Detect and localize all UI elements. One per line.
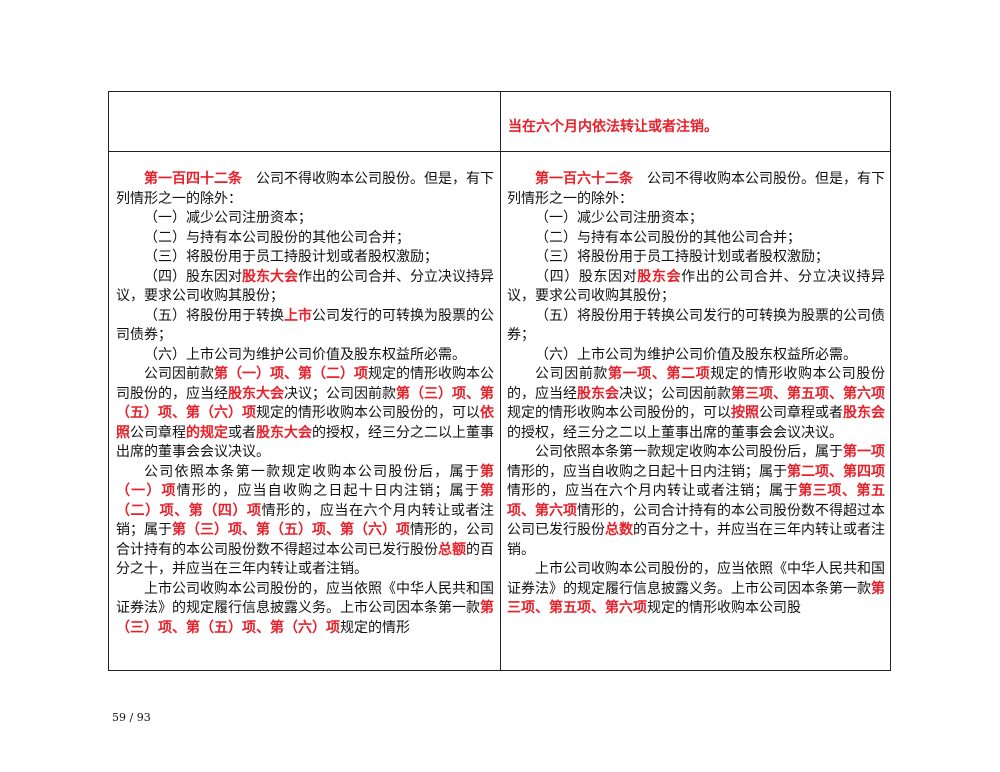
text-segment: （五）将股份用于转换公司发行的可转换为股票的公司债券； xyxy=(507,307,885,344)
paragraph: （三）将股份用于员工持股计划或者股权激励； xyxy=(507,248,885,268)
text-segment: 公司依照本条第一款规定收购本公司股份后，属于 xyxy=(144,463,480,480)
paragraph: （二）与持有本公司股份的其他公司合并； xyxy=(507,229,885,249)
text-segment: 情形的，应当自收购之日起十日内注销；属于 xyxy=(507,463,787,480)
highlighted-text: 第一项、第二项 xyxy=(608,366,711,382)
highlighted-text: 第（二）项、第（四）项 xyxy=(116,483,495,519)
text-segment: 情形的，应当自收购之日起十日内注销；属于 xyxy=(176,483,481,499)
paragraph: （四）股东因对股东大会作出的公司合并、分立决议持异议，要求公司收购其股份； xyxy=(116,268,494,307)
paragraph: （三）将股份用于员工持股计划或者股权激励； xyxy=(116,248,494,268)
highlighted-text: 的规定 xyxy=(186,424,228,441)
highlighted-text: 第一项 xyxy=(843,444,885,460)
text-segment: 的授权，经三分之二以上董事出席的董事会会议决议。 xyxy=(116,424,494,461)
text-segment: 情形的，应当在六个月内转让或者注销；属于 xyxy=(507,483,799,499)
paragraph: 上市公司收购本公司股份的，应当依照《中华人民共和国证券法》的规定履行信息披露义务… xyxy=(507,560,885,619)
highlighted-text: 股东会 xyxy=(843,405,885,421)
paragraph: 上市公司收购本公司股份的，应当依照《中华人民共和国证券法》的规定履行信息披露义务… xyxy=(116,580,494,639)
text-segment: （四）股东因对 xyxy=(535,268,638,285)
highlighted-text: 第三项、第五项、第六项 xyxy=(731,385,885,402)
row-divider xyxy=(109,151,890,152)
paragraph: 第一百四十二条 公司不得收购本公司股份。但是，有下列情形之一的除外： xyxy=(116,170,494,209)
text-segment: 公司不得收购本公司股份。但是，有下列情形之一的除外： xyxy=(116,171,494,207)
text-segment: 公司章程或者 xyxy=(759,405,843,421)
paragraph: （一）减少公司注册资本； xyxy=(507,209,885,229)
page-number: 59 / 93 xyxy=(112,711,151,724)
text-segment: （三）将股份用于员工持股计划或者股权激励； xyxy=(144,249,438,265)
paragraph: 公司因前款第（一）项、第（二）项规定的情形收购本公司股份的，应当经股东大会决议；… xyxy=(116,365,494,463)
text-segment: 作出的公司合并、分立决议持异议，要求公司收购其股份； xyxy=(116,268,494,305)
text-segment: 规定的情形收购本公司股份的，可以 xyxy=(507,405,731,421)
text-segment: 作出的公司合并、分立决议持异议，要求公司收购其股份； xyxy=(507,268,886,305)
highlighted-text: 总额 xyxy=(438,541,466,558)
text-segment: （六）上市公司为维护公司价值及股东权益所必需。 xyxy=(144,346,466,363)
highlighted-text: 第（一）项、第（二）项 xyxy=(214,366,368,382)
text-segment: 公司因前款 xyxy=(144,366,214,382)
text-segment: 公司因前款 xyxy=(535,366,609,382)
text-segment: 规定的情形收购本公司股 xyxy=(647,600,801,616)
paragraph: （一）减少公司注册资本； xyxy=(116,209,494,229)
highlighted-text: 第一百六十二条 xyxy=(535,171,633,187)
paragraph: 公司依照本条第一款规定收购本公司股份后，属于第（一）项情形的，应当自收购之日起十… xyxy=(116,463,494,580)
highlighted-text: 总数 xyxy=(605,522,633,538)
text-segment: 的百分之十，并应当在三年内转让或者注销。 xyxy=(507,522,885,558)
highlighted-text: 按照 xyxy=(731,405,759,421)
column-divider xyxy=(500,92,501,670)
highlighted-text: 股东会 xyxy=(577,385,619,402)
text-segment: 规定的情形 xyxy=(340,619,410,636)
text-segment: 或者 xyxy=(228,424,256,441)
text-segment: 规定的情形收购本公司股份的，应当经 xyxy=(116,366,494,402)
highlighted-text: 第（一）项 xyxy=(116,463,494,500)
text-segment: （三）将股份用于员工持股计划或者股权激励； xyxy=(535,249,829,265)
text-segment: 决议；公司因前款 xyxy=(619,385,731,402)
highlighted-text: 第一百四十二条 xyxy=(144,171,242,187)
text-segment: 公司发行的可转换为股票的公司债券； xyxy=(116,307,494,344)
paragraph: （六）上市公司为维护公司价值及股东权益所必需。 xyxy=(116,346,494,366)
paragraph: （五）将股份用于转换公司发行的可转换为股票的公司债券； xyxy=(507,307,885,346)
text-segment: （一）减少公司注册资本； xyxy=(144,210,312,226)
text-segment: 的授权，经三分之二以上董事出席的董事会会议决议。 xyxy=(507,424,843,441)
text-segment: （五）将股份用于转换 xyxy=(144,307,284,324)
paragraph: 第一百六十二条 公司不得收购本公司股份。但是，有下列情形之一的除外： xyxy=(507,170,885,209)
text-segment: （二）与持有本公司股份的其他公司合并； xyxy=(535,229,801,246)
text-segment: 公司章程 xyxy=(130,424,186,441)
highlighted-text: 上市 xyxy=(284,307,312,324)
highlighted-text: 依照 xyxy=(116,405,494,441)
highlighted-text: 第（三）项、第（五）项、第（六）项 xyxy=(172,522,410,538)
text-segment: 公司依照本条第一款规定收购本公司股份后，属于 xyxy=(535,444,843,460)
highlighted-text: 股东大会 xyxy=(242,268,298,285)
text-segment: 公司不得收购本公司股份。但是，有下列情形之一的除外： xyxy=(507,171,885,207)
paragraph: 公司依照本条第一款规定收购本公司股份后，属于第一项情形的，应当自收购之日起十日内… xyxy=(507,443,885,560)
text-segment: 情形的，公司合计持有的本公司股份数不得超过本公司已发行股份 xyxy=(507,502,885,539)
right-column-revised-text: 第一百六十二条 公司不得收购本公司股份。但是，有下列情形之一的除外： （一）减少公… xyxy=(507,170,885,619)
paragraph: （四）股东因对股东会作出的公司合并、分立决议持异议，要求公司收购其股份； xyxy=(507,268,885,307)
text-segment: 规定的情形收购本公司股份的，可以 xyxy=(256,405,480,421)
highlighted-text: 第三项、第五项、第六项 xyxy=(507,483,886,519)
text-segment: 情形的，应当在六个月内转让或者注销；属于 xyxy=(116,502,495,539)
text-segment: 的百分之十，并应当在三年内转让或者注销。 xyxy=(116,541,494,578)
text-segment: 上市公司收购本公司股份的，应当依照《中华人民共和国证券法》的规定履行信息披露义务… xyxy=(507,561,885,597)
text-segment: （二）与持有本公司股份的其他公司合并； xyxy=(144,229,410,246)
highlighted-text: 第三项、第五项、第六项 xyxy=(507,580,885,617)
paragraph: （五）将股份用于转换上市公司发行的可转换为股票的公司债券； xyxy=(116,307,494,346)
text-segment: 情形的，公司合计持有的本公司股份数不得超过本公司已发行股份 xyxy=(116,522,494,558)
text-segment: 决议；公司因前款 xyxy=(284,385,396,402)
paragraph: 公司因前款第一项、第二项规定的情形收购本公司股份的，应当经股东会决议；公司因前款… xyxy=(507,365,885,443)
text-segment: 上市公司收购本公司股份的，应当依照《中华人民共和国证券法》的规定履行信息披露义务… xyxy=(116,580,494,617)
text-segment: 规定的情形收购本公司股份的，应当经 xyxy=(507,366,886,402)
highlighted-text: 第二项、第四项 xyxy=(787,463,885,480)
highlighted-text: 第（三）项、第（五）项、第（六）项 xyxy=(116,600,494,636)
highlighted-text: 第（三）项、第（五）项、第（六）项 xyxy=(116,385,494,422)
text-segment: （六）上市公司为维护公司价值及股东权益所必需。 xyxy=(535,346,857,363)
header-row-right-text: 当在六个月内依法转让或者注销。 xyxy=(508,119,718,135)
paragraph: （六）上市公司为维护公司价值及股东权益所必需。 xyxy=(507,346,885,366)
highlighted-text: 股东大会 xyxy=(228,385,284,402)
paragraph: （二）与持有本公司股份的其他公司合并； xyxy=(116,229,494,249)
comparison-table: 当在六个月内依法转让或者注销。 第一百四十二条 公司不得收购本公司股份。但是，有… xyxy=(108,91,891,671)
text-segment: （四）股东因对 xyxy=(144,268,242,285)
left-column-original-text: 第一百四十二条 公司不得收购本公司股份。但是，有下列情形之一的除外： （一）减少公… xyxy=(116,170,494,638)
highlighted-text: 股东会 xyxy=(637,268,682,285)
highlighted-text: 股东大会 xyxy=(256,424,312,441)
text-segment: （一）减少公司注册资本； xyxy=(535,210,703,226)
